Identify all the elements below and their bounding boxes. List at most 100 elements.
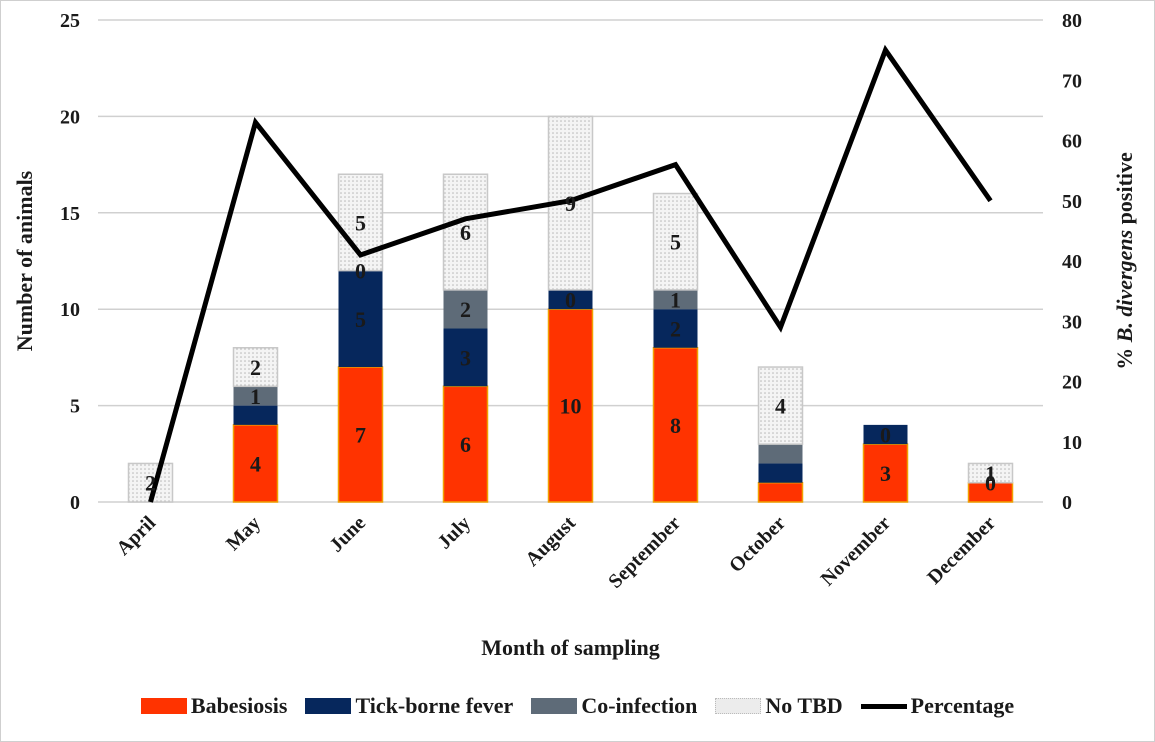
y2-axis-title-prefix: %: [1112, 342, 1137, 370]
y-axis-title: Number of animals: [12, 170, 37, 351]
legend-item-percentage: Percentage: [860, 693, 1015, 719]
x-tick-label: July: [434, 512, 475, 553]
y2-tick-label: 80: [1062, 10, 1082, 32]
bar-segment-tick-borne-fever: [233, 405, 278, 425]
bar-segment-babesiosis: [757, 481, 804, 503]
y-tick-label: 10: [60, 299, 80, 321]
bar-segment-no-tbd: [967, 462, 1014, 484]
y2-axis-title-suffix: positive: [1112, 152, 1137, 224]
data-label: 6: [460, 220, 471, 245]
data-label: 2: [145, 471, 156, 496]
legend-swatch-tick-borne-fever: [305, 698, 352, 714]
data-label: 3: [460, 345, 471, 370]
bar-segment-babesiosis: [232, 424, 279, 503]
bar-segment-tick-borne-fever: [863, 424, 908, 445]
y2-axis-ticks: 0 10 20 30 40 50 60 70 80: [1062, 10, 1082, 514]
bar-segment-co-infection: [758, 444, 803, 464]
bar-segment-tick-borne-fever: [548, 289, 593, 310]
legend-swatch-percentage: [860, 703, 907, 709]
y2-tick-label: 20: [1062, 372, 1082, 394]
legend-label-no-tbd: No TBD: [765, 693, 843, 718]
x-axis-ticks: April May June July August September October No…: [112, 512, 1000, 593]
bar-segment-no-tbd: [442, 173, 489, 291]
x-tick-label: August: [521, 512, 580, 571]
y-tick-label: 20: [60, 106, 80, 128]
data-label: 0: [880, 423, 891, 448]
y2-tick-label: 10: [1062, 432, 1082, 454]
y2-tick-label: 60: [1062, 131, 1082, 153]
legend-label-co-infection: Co-infection: [581, 693, 698, 718]
x-tick-label: April: [112, 512, 160, 560]
data-label: 5: [355, 210, 366, 235]
data-label: 9: [565, 191, 576, 216]
bar-segment-babesiosis: [862, 443, 909, 503]
data-label: 0: [355, 259, 366, 284]
x-tick-label: December: [923, 512, 1000, 589]
bar-segment-co-infection: [233, 386, 278, 406]
data-label: 3: [880, 461, 891, 486]
legend-item-co-infection: Co-infection: [531, 693, 697, 719]
y2-tick-label: 30: [1062, 311, 1082, 333]
y-tick-label: 5: [70, 396, 80, 418]
bar-segment-tick-borne-fever: [338, 270, 383, 368]
data-label: 0: [565, 288, 576, 313]
legend-swatch-no-tbd: [715, 698, 762, 714]
y-tick-label: 15: [60, 203, 80, 225]
bar-segment-no-tbd: [652, 192, 699, 291]
y2-tick-label: 50: [1062, 191, 1082, 213]
bar-segment-tick-borne-fever: [653, 309, 698, 348]
data-label: 0: [985, 471, 996, 496]
data-label: 5: [355, 307, 366, 332]
y2-tick-label: 70: [1062, 70, 1082, 92]
x-axis-title: Month of sampling: [481, 635, 659, 660]
y-axis-ticks: 0 5 10 15 20 25: [60, 10, 80, 514]
bar-segment-babesiosis: [547, 308, 594, 503]
bar-segment-babesiosis: [442, 385, 489, 503]
data-label: 4: [250, 451, 261, 476]
bars: [127, 115, 1014, 503]
data-label: 6: [460, 432, 471, 457]
legend-item-babesiosis: Babesiosis: [140, 693, 288, 719]
bar-segment-no-tbd: [757, 366, 804, 445]
data-label: 2: [670, 316, 681, 341]
data-label: 2: [250, 355, 261, 380]
y2-axis-title: % B. divergens positive: [1112, 152, 1137, 370]
data-label: 1: [250, 384, 261, 409]
y2-axis-title-italic: B. divergens: [1112, 230, 1137, 343]
legend-label-babesiosis: Babesiosis: [190, 693, 288, 718]
data-label: 10: [560, 394, 582, 419]
bar-segment-no-tbd: [232, 347, 279, 388]
y2-tick-label: 40: [1062, 251, 1082, 273]
y2-tick-label: 0: [1062, 492, 1072, 514]
x-tick-label: May: [222, 512, 265, 555]
legend-label-percentage: Percentage: [910, 693, 1015, 718]
y-tick-label: 25: [60, 10, 80, 32]
legend-swatch-co-infection: [531, 698, 578, 714]
x-tick-label: September: [604, 512, 685, 593]
legend-swatch-babesiosis: [140, 698, 187, 714]
x-tick-label: November: [817, 512, 895, 590]
bar-segment-tick-borne-fever: [443, 328, 488, 387]
percentage-line-path: [148, 44, 993, 503]
data-label: 8: [670, 413, 681, 438]
legend: Babesiosis Tick-borne fever Co-infection…: [0, 693, 1155, 719]
data-label: 4: [775, 394, 786, 419]
x-tick-label: October: [725, 512, 790, 577]
bar-segment-babesiosis: [337, 366, 384, 503]
x-tick-label: June: [325, 512, 370, 557]
data-label: 1: [985, 461, 996, 486]
data-label: 5: [670, 230, 681, 255]
y-tick-label: 0: [70, 492, 80, 514]
data-label: 2: [460, 297, 471, 322]
legend-label-tick-borne-fever: Tick-borne fever: [355, 693, 514, 718]
bar-segment-tick-borne-fever: [758, 463, 803, 483]
data-label: 7: [355, 423, 366, 448]
percentage-line: [148, 44, 993, 503]
bar-segment-co-infection: [443, 289, 488, 329]
legend-item-tick-borne-fever: Tick-borne fever: [305, 693, 513, 719]
legend-item-no-tbd: No TBD: [715, 693, 843, 719]
data-label: 1: [670, 288, 681, 313]
bar-segment-co-infection: [653, 289, 698, 310]
